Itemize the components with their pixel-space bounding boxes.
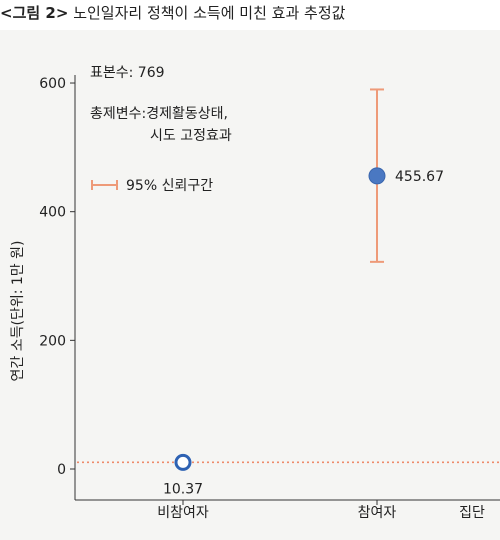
x-tick-label-1: 참여자: [358, 505, 397, 521]
ci-legend: 95% 신뢰구간: [91, 178, 213, 194]
data-label-0: 10.37: [163, 481, 203, 497]
chart-svg: 0 200 400 600 연간 소득(단위: 1만 원) 10.37 455.67 비…: [10, 65, 500, 521]
chart-panel: [0, 30, 500, 540]
y-axis-label: 연간 소득(단위: 1만 원): [10, 241, 26, 382]
data-point-1: [368, 167, 386, 185]
sample-size-annotation: 표본수: 769: [90, 65, 165, 81]
controls-annotation-line2: 시도 고정효과: [150, 128, 232, 144]
y-tick-label-200: 200: [39, 333, 66, 349]
y-tick-label-400: 400: [39, 205, 66, 221]
x-axis-label: 집단: [459, 505, 485, 521]
figure-title-text: 노인일자리 정책이 소득에 미친 효과 추정값: [73, 4, 346, 22]
data-points: [174, 167, 386, 471]
ci-legend-label: 95% 신뢰구간: [126, 178, 213, 194]
x-ticks: 비참여자 참여자: [157, 500, 396, 521]
figure-title: <그림 2> 노인일자리 정책이 소득에 미친 효과 추정값: [0, 0, 500, 30]
y-tick-label-0: 0: [57, 462, 66, 478]
data-label-1: 455.67: [395, 169, 444, 185]
y-tick-label-600: 600: [39, 76, 66, 92]
y-ticks: 0 200 400 600: [39, 76, 75, 478]
figure-tag: <그림 2>: [0, 4, 69, 22]
point-labels: 10.37 455.67: [163, 169, 444, 497]
controls-annotation-line1: 총제변수:경제활동상태,: [90, 106, 228, 122]
x-tick-label-0: 비참여자: [157, 505, 209, 521]
ci-legend-symbol: [91, 180, 118, 190]
data-point-0: [174, 453, 192, 471]
